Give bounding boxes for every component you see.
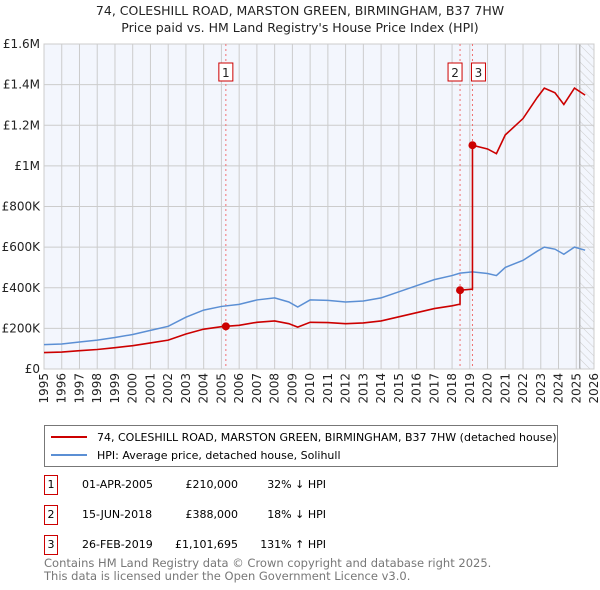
y-tick-label: £1.4M xyxy=(3,78,40,92)
transaction-marker: 1 xyxy=(44,475,58,495)
transaction-hpi: 131% ↑ HPI xyxy=(260,538,326,551)
sale-point xyxy=(456,286,465,295)
x-tick-label: 1999 xyxy=(108,373,122,404)
hpi-legend-label: HPI: Average price, detached house, Soli… xyxy=(97,448,341,462)
sale-marker-box xyxy=(447,62,463,82)
transaction-marker: 3 xyxy=(44,535,58,555)
x-tick-label: 2002 xyxy=(161,373,175,404)
transaction-row: 3 26-FEB-2019 £1,101,695 131% ↑ HPI xyxy=(44,535,444,555)
sale-point xyxy=(468,141,477,150)
sale-marker-box xyxy=(218,62,234,82)
sale-marker-label: 2 xyxy=(451,66,459,80)
y-tick-label: £200K xyxy=(2,321,42,335)
y-tick-label: £800K xyxy=(2,200,42,214)
x-tick-label: 1996 xyxy=(55,373,69,404)
transaction-price: £1,101,695 xyxy=(175,538,238,551)
footer-line: Contains HM Land Registry data © Crown c… xyxy=(44,556,492,570)
sale-marker-box xyxy=(470,62,486,82)
transaction-date: 01-APR-2005 xyxy=(82,478,154,491)
x-tick-label: 2020 xyxy=(481,373,495,404)
price-line xyxy=(43,86,586,354)
y-tick-label: £1.2M xyxy=(3,118,40,132)
x-tick-label: 2022 xyxy=(516,373,530,404)
transaction-date: 26-FEB-2019 xyxy=(82,538,153,551)
x-tick-label: 2016 xyxy=(410,373,424,404)
x-tick-label: 2001 xyxy=(143,373,157,404)
footer-line: This data is licensed under the Open Gov… xyxy=(44,569,411,583)
transaction-row: 2 15-JUN-2018 £388,000 18% ↓ HPI xyxy=(44,505,444,525)
y-tick-label: £600K xyxy=(2,240,42,254)
price-chart: £0 £200K £400K £600K £800K £1M £1.2M £1.4M £1.6M… xyxy=(2,37,600,404)
x-tick-label: 2017 xyxy=(427,373,441,404)
x-tick-label: 2005 xyxy=(214,373,228,404)
x-tick-label: 2003 xyxy=(179,373,193,404)
x-tick-label: 1995 xyxy=(37,373,51,404)
y-tick-label: £1.6M xyxy=(3,37,40,51)
x-tick-label: 2021 xyxy=(498,373,512,404)
x-tick-label: 2014 xyxy=(374,373,388,404)
transaction-price: £388,000 xyxy=(185,508,239,521)
transaction-hpi: 18% ↓ HPI xyxy=(267,508,326,521)
x-tick-label: 2024 xyxy=(552,373,566,404)
price-legend-line xyxy=(51,436,87,438)
transaction-marker: 2 xyxy=(44,505,58,525)
x-tick-label: 2000 xyxy=(126,373,140,404)
x-tick-label: 2009 xyxy=(285,373,299,404)
x-tick-label: 2004 xyxy=(197,373,211,404)
y-tick-label: £0 xyxy=(25,362,40,376)
x-tick-label: 2007 xyxy=(250,373,264,404)
x-tick-label: 1997 xyxy=(72,373,86,404)
sale-marker-label: 3 xyxy=(475,66,483,80)
transaction-row: 1 01-APR-2005 £210,000 32% ↓ HPI xyxy=(44,475,444,495)
transaction-price: £210,000 xyxy=(185,478,239,491)
x-tick-label: 2023 xyxy=(534,373,548,404)
y-tick-label: £400K xyxy=(2,281,42,295)
x-tick-label: 2018 xyxy=(445,373,459,404)
transaction-date: 15-JUN-2018 xyxy=(82,508,153,521)
x-tick-label: 2013 xyxy=(356,373,370,404)
plot-border xyxy=(43,43,595,370)
x-tick-label: 2012 xyxy=(339,373,353,404)
x-tick-label: 2008 xyxy=(268,373,282,404)
x-tick-label: 2019 xyxy=(463,373,477,404)
price-legend-label: 74, COLESHILL ROAD, MARSTON GREEN, BIRMI… xyxy=(97,430,557,444)
legend: 74, COLESHILL ROAD, MARSTON GREEN, BIRMI… xyxy=(44,425,558,467)
y-tick-label: £1M xyxy=(14,159,40,173)
x-tick-label: 2026 xyxy=(587,373,600,404)
transaction-hpi: 32% ↓ HPI xyxy=(267,478,326,491)
x-tick-label: 2006 xyxy=(232,373,246,404)
footer: Contains HM Land Registry data © Crown c… xyxy=(44,557,491,583)
sale-point xyxy=(221,322,230,331)
x-tick-label: 2010 xyxy=(303,373,317,404)
x-tick-label: 2015 xyxy=(392,373,406,404)
chart-title: 74, COLESHILL ROAD, MARSTON GREEN, BIRMI… xyxy=(95,3,505,18)
hpi-legend-line xyxy=(51,454,87,456)
x-tick-label: 2011 xyxy=(321,373,335,404)
chart-subtitle: Price paid vs. HM Land Registry's House … xyxy=(121,20,479,35)
sale-marker-label: 1 xyxy=(222,66,230,80)
hpi-line xyxy=(43,246,586,346)
x-tick-label: 2025 xyxy=(569,373,583,404)
x-tick-label: 1998 xyxy=(90,373,104,404)
